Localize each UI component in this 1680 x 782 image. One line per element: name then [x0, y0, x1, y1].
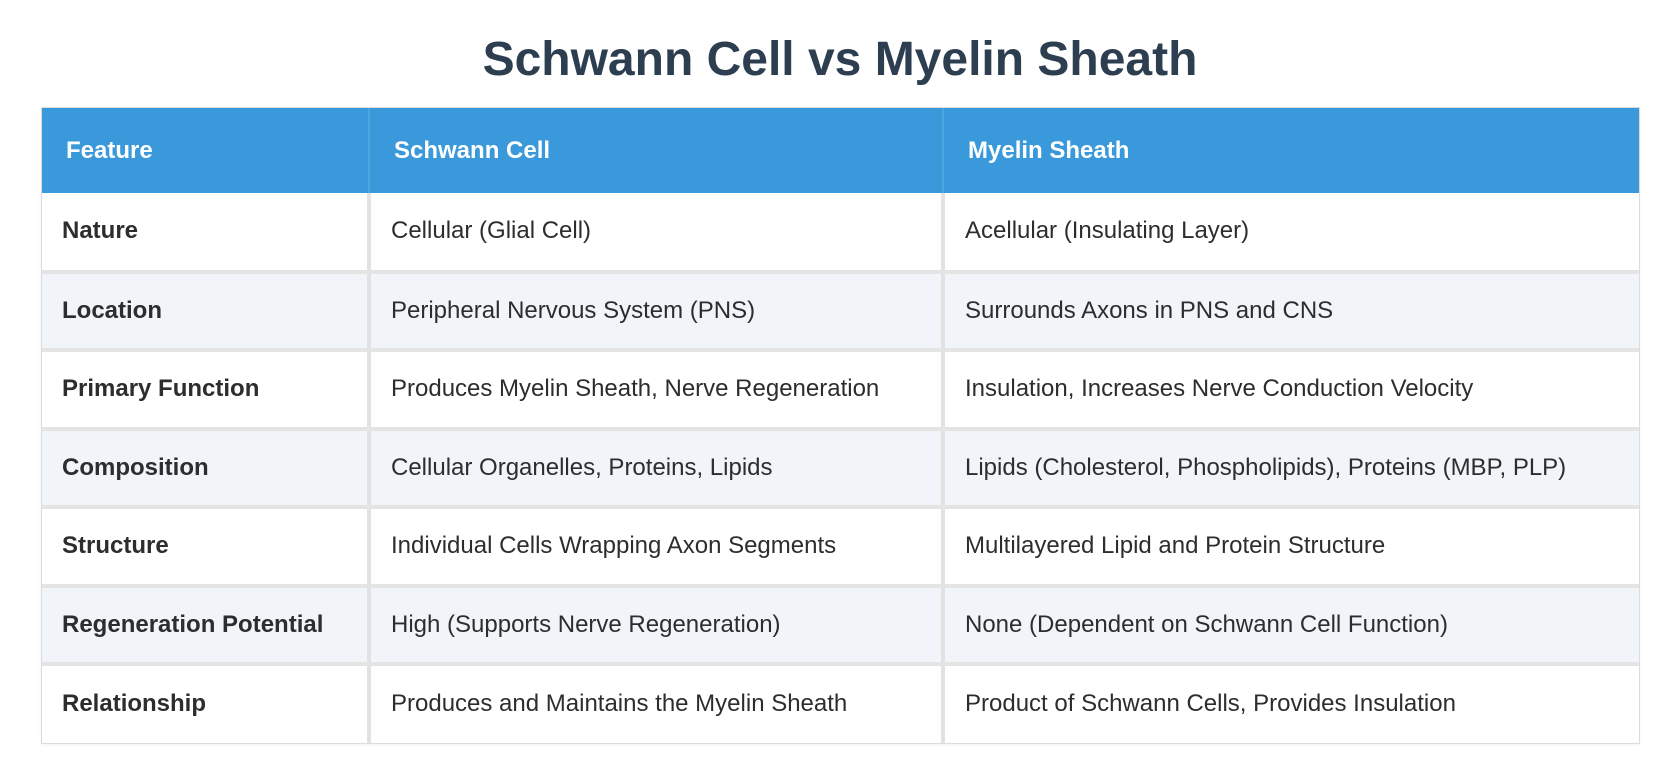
feature-cell: Nature	[42, 193, 371, 274]
feature-cell: Structure	[42, 507, 371, 588]
myelin-sheath-cell: None (Dependent on Schwann Cell Function…	[943, 585, 1639, 666]
table-row: Location Peripheral Nervous System (PNS)…	[42, 271, 1639, 352]
feature-cell: Relationship	[42, 664, 371, 743]
schwann-cell-cell: Cellular Organelles, Proteins, Lipids	[369, 428, 945, 509]
myelin-sheath-cell: Product of Schwann Cells, Provides Insul…	[943, 664, 1639, 743]
feature-cell: Location	[42, 271, 371, 352]
table-row: Regeneration Potential High (Supports Ne…	[42, 585, 1639, 666]
table-row: Relationship Produces and Maintains the …	[42, 664, 1639, 743]
column-header-schwann-cell: Schwann Cell	[369, 108, 944, 193]
feature-cell: Primary Function	[42, 350, 371, 431]
table-header-row: Feature Schwann Cell Myelin Sheath	[42, 108, 1639, 193]
schwann-cell-cell: Individual Cells Wrapping Axon Segments	[369, 507, 945, 588]
myelin-sheath-cell: Multilayered Lipid and Protein Structure	[943, 507, 1639, 588]
schwann-cell-cell: Produces Myelin Sheath, Nerve Regenerati…	[369, 350, 945, 431]
table-row: Composition Cellular Organelles, Protein…	[42, 428, 1639, 509]
page-title: Schwann Cell vs Myelin Sheath	[482, 33, 1198, 86]
schwann-cell-cell: High (Supports Nerve Regeneration)	[369, 585, 945, 666]
schwann-cell-cell: Cellular (Glial Cell)	[369, 193, 945, 274]
myelin-sheath-cell: Insulation, Increases Nerve Conduction V…	[943, 350, 1639, 431]
column-header-myelin-sheath: Myelin Sheath	[943, 108, 1639, 193]
myelin-sheath-cell: Lipids (Cholesterol, Phospholipids), Pro…	[943, 428, 1639, 509]
table-row: Nature Cellular (Glial Cell) Acellular (…	[42, 193, 1639, 274]
schwann-cell-cell: Peripheral Nervous System (PNS)	[369, 271, 945, 352]
table-row: Primary Function Produces Myelin Sheath,…	[42, 350, 1639, 431]
table-row: Structure Individual Cells Wrapping Axon…	[42, 507, 1639, 588]
comparison-table: Feature Schwann Cell Myelin Sheath Natur…	[41, 107, 1640, 744]
myelin-sheath-cell: Surrounds Axons in PNS and CNS	[943, 271, 1639, 352]
myelin-sheath-cell: Acellular (Insulating Layer)	[943, 193, 1639, 274]
column-header-feature: Feature	[42, 108, 370, 193]
schwann-cell-cell: Produces and Maintains the Myelin Sheath	[369, 664, 945, 743]
feature-cell: Regeneration Potential	[42, 585, 371, 666]
feature-cell: Composition	[42, 428, 371, 509]
